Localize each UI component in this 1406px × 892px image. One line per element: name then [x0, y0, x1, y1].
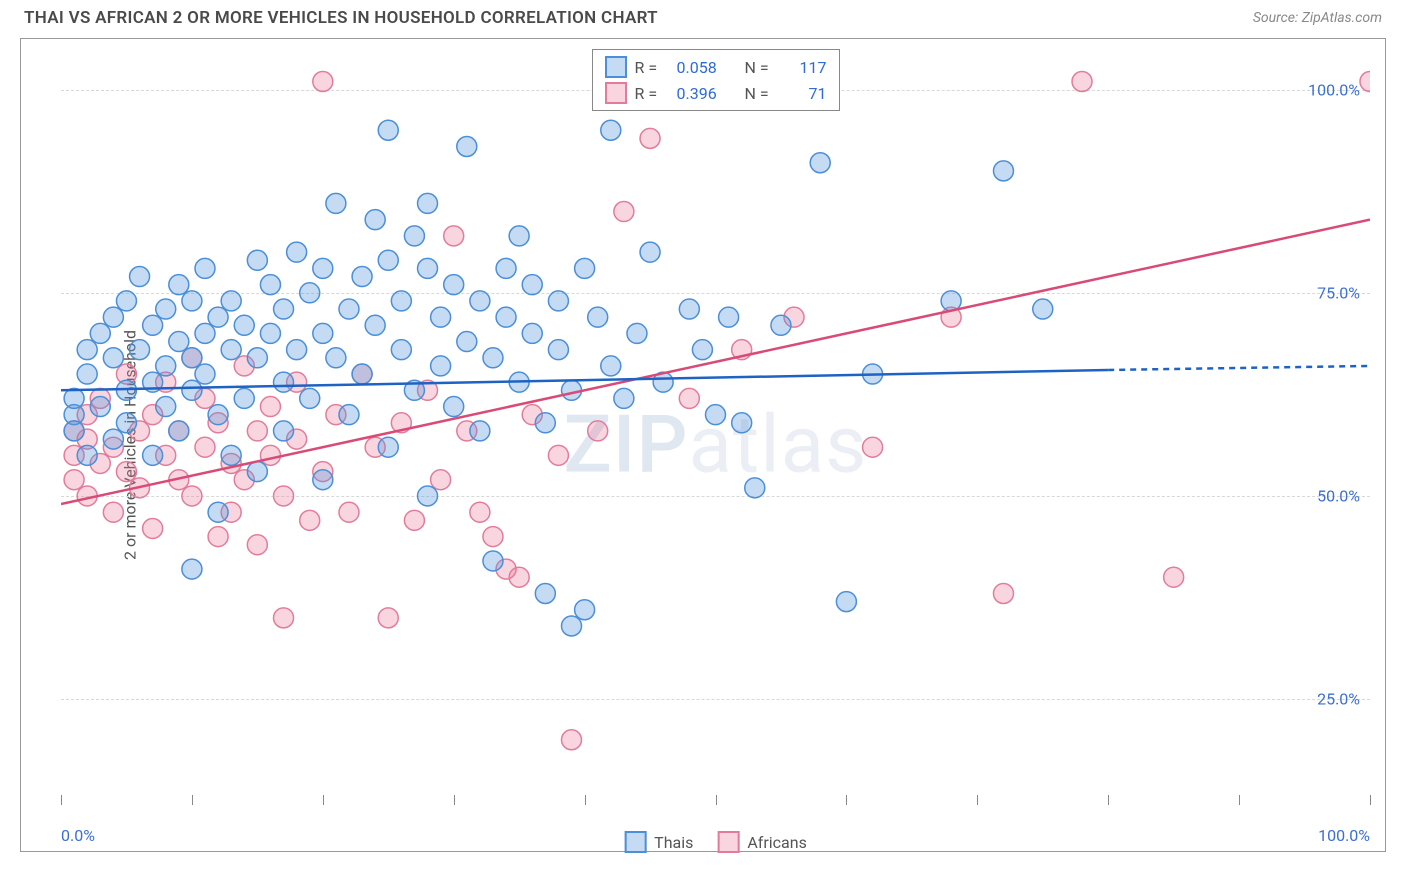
legend-item-thai: Thais — [624, 831, 693, 853]
correlation-legend: R = 0.058 N = 117 R = 0.396 N = 71 — [592, 49, 840, 111]
thai-swatch-icon — [605, 56, 627, 78]
r-value-thai: 0.058 — [677, 58, 737, 77]
r-label: R = — [635, 58, 669, 77]
x-tick — [1370, 795, 1371, 805]
legend-label-thai: Thais — [654, 833, 693, 852]
x-axis-start-label: 0.0% — [61, 826, 95, 845]
legend-row-african: R = 0.396 N = 71 — [605, 80, 827, 106]
chart-container: 2 or more Vehicles in Household R = 0.05… — [20, 38, 1386, 852]
r-label: R = — [635, 84, 669, 103]
n-value-thai: 117 — [787, 58, 827, 77]
african-swatch-icon — [717, 831, 739, 853]
chart-source: Source: ZipAtlas.com — [1253, 10, 1382, 26]
n-value-african: 71 — [787, 84, 827, 103]
african-swatch-icon — [605, 82, 627, 104]
legend-item-african: Africans — [717, 831, 806, 853]
r-value-african: 0.396 — [677, 84, 737, 103]
series-legend: Thais Africans — [624, 831, 807, 853]
n-label: N = — [745, 58, 779, 77]
chart-title: THAI VS AFRICAN 2 OR MORE VEHICLES IN HO… — [24, 8, 658, 28]
n-label: N = — [745, 84, 779, 103]
legend-label-african: Africans — [747, 833, 806, 852]
plot-area: R = 0.058 N = 117 R = 0.396 N = 71 ZIPat… — [61, 49, 1370, 821]
scatter-svg — [61, 49, 1370, 821]
thai-swatch-icon — [624, 831, 646, 853]
x-axis-end-label: 100.0% — [1318, 826, 1370, 845]
legend-row-thai: R = 0.058 N = 117 — [605, 54, 827, 80]
